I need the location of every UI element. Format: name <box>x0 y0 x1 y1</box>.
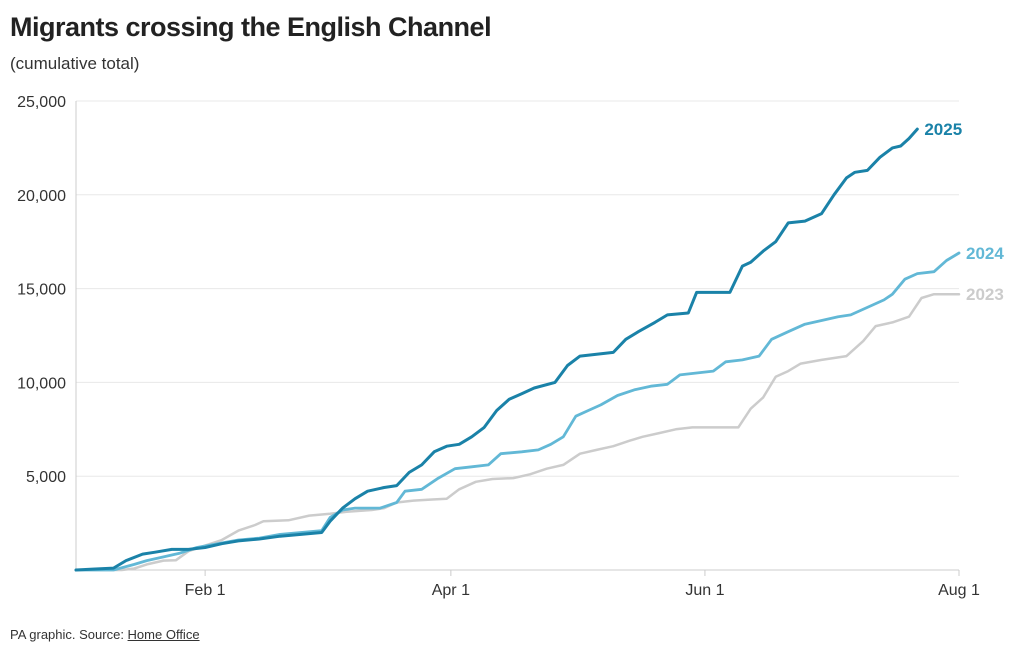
series-label-2025: 2025 <box>924 120 962 139</box>
grid-lines <box>76 100 959 477</box>
chart-title: Migrants crossing the English Channel <box>10 12 492 42</box>
series-label-2023: 2023 <box>966 285 1004 304</box>
series-lines <box>74 127 961 572</box>
x-axis: Feb 1 Apr 1 Jun 1 Aug 1 <box>76 569 980 599</box>
series-line-2024 <box>74 251 961 572</box>
series-label-2024: 2024 <box>966 244 1004 263</box>
y-tick-label: 15,000 <box>17 282 66 299</box>
source-link[interactable]: Home Office <box>127 627 200 642</box>
series-line-2023 <box>74 292 961 572</box>
y-tick-label: 25,000 <box>17 94 66 111</box>
series-line-2025 <box>74 127 919 572</box>
x-tick-label: Apr 1 <box>432 582 470 599</box>
y-axis: 5,000 10,000 15,000 20,000 25,000 <box>17 94 77 570</box>
y-tick-label: 5,000 <box>26 469 66 486</box>
y-tick-label: 10,000 <box>17 375 66 392</box>
source-prefix: PA graphic. Source: <box>10 627 128 642</box>
x-tick-label: Aug 1 <box>938 582 980 599</box>
chart-subtitle: (cumulative total) <box>10 54 140 73</box>
series-labels: 2023 2024 2025 <box>924 120 1004 304</box>
x-tick-label: Jun 1 <box>685 582 724 599</box>
x-tick-label: Feb 1 <box>185 582 226 599</box>
y-tick-label: 20,000 <box>17 188 66 205</box>
source-footer: PA graphic. Source: Home Office <box>10 627 200 642</box>
